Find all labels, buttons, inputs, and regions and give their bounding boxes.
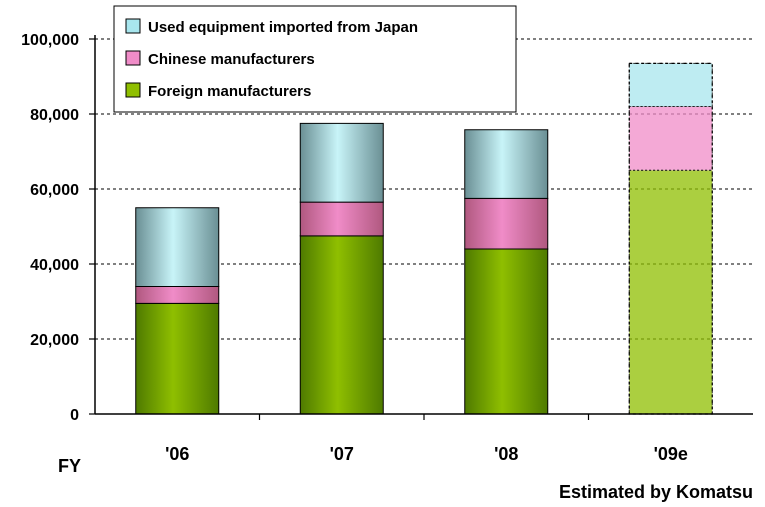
bar-used-equipment-imported-from-japan <box>299 122 384 203</box>
bar-foreign-manufacturers <box>464 248 549 415</box>
bars <box>135 62 713 415</box>
bar-chinese-manufacturers <box>299 201 384 237</box>
y-tick-label: 0 <box>70 407 79 424</box>
bar-foreign-manufacturers <box>299 235 384 415</box>
x-axis-title: FY <box>58 456 81 476</box>
y-tick-label: 40,000 <box>30 257 79 274</box>
y-tick-label: 80,000 <box>30 107 79 124</box>
bar-foreign-manufacturers <box>135 302 220 415</box>
x-category-label: '09e <box>654 444 688 464</box>
x-category-label: '08 <box>494 444 518 464</box>
legend-label-used-equipment-imported-from-japan: Used equipment imported from Japan <box>148 19 418 36</box>
y-tick-labels: 0 20,000 40,000 60,000 80,000 100,000 <box>21 32 95 424</box>
y-tick-label: 60,000 <box>30 182 79 199</box>
legend-label-foreign-manufacturers: Foreign manufacturers <box>148 83 311 100</box>
legend-label-chinese-manufacturers: Chinese manufacturers <box>148 51 315 68</box>
bar-used-equipment-imported-from-japan <box>135 207 220 287</box>
legend-swatch-chinese-manufacturers <box>125 50 141 66</box>
bar-chinese-manufacturers <box>628 106 713 171</box>
bar-chinese-manufacturers <box>464 197 549 250</box>
x-category-label: '07 <box>330 444 354 464</box>
source-note: Estimated by Komatsu <box>559 482 753 502</box>
bar-used-equipment-imported-from-japan <box>464 129 549 199</box>
x-category-labels: '06 '07 '08 '09e <box>165 414 688 464</box>
x-category-label: '06 <box>165 444 189 464</box>
y-tick-label: 20,000 <box>30 332 79 349</box>
y-tick-label: 100,000 <box>21 32 79 49</box>
bar-chinese-manufacturers <box>135 286 220 304</box>
legend: Used equipment imported from Japan Chines… <box>113 5 517 113</box>
legend-box <box>113 5 517 113</box>
legend-swatch-foreign-manufacturers <box>125 82 141 98</box>
bar-used-equipment-imported-from-japan <box>628 62 713 107</box>
bar-foreign-manufacturers <box>628 169 713 415</box>
legend-swatch-used-equipment-imported-from-japan <box>125 18 141 34</box>
